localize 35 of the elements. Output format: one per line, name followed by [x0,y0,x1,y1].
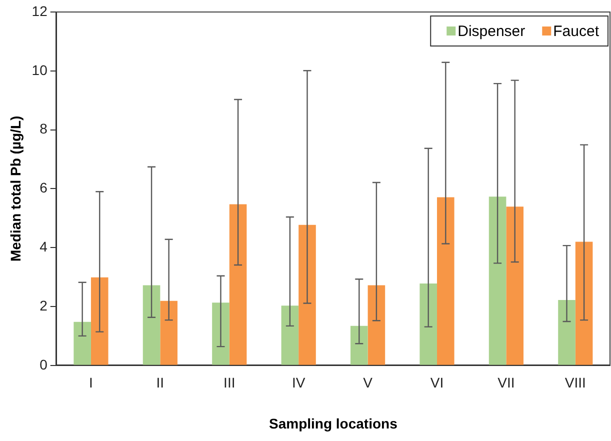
x-axis-title: Sampling locations [269,415,398,432]
bar [229,204,247,365]
y-axis-title: Median total Pb (µg/L) [7,116,24,262]
y-tick-label: 12 [32,2,48,19]
x-tick-label: III [224,374,236,391]
x-tick-label: I [89,374,93,391]
x-tick-label: II [156,374,164,391]
bar [142,285,160,365]
x-tick-label: VII [498,374,515,391]
y-tick-label: 2 [40,297,48,314]
y-tick-label: 10 [32,62,48,78]
y-tick-label: 0 [40,356,48,372]
bar [74,322,91,365]
bar [436,197,454,365]
bar [488,196,506,365]
legend-label: Faucet [553,23,600,40]
y-tick-label: 4 [40,238,48,254]
bar [212,302,230,365]
bar [281,306,299,365]
legend-label: Dispenser [458,23,526,40]
bar [368,285,386,365]
bar [575,242,593,365]
y-tick-label: 8 [40,120,48,137]
bar [350,326,368,365]
bar [298,224,316,365]
x-tick-label: VIII [564,374,586,391]
bar [420,284,437,365]
bar [558,300,576,365]
x-tick-label: IV [292,374,306,391]
x-tick-label: V [363,374,374,391]
x-tick-label: VI [430,374,444,391]
y-tick-label: 6 [40,180,48,196]
bar [160,300,178,365]
bar [506,206,524,365]
bar [90,277,108,365]
